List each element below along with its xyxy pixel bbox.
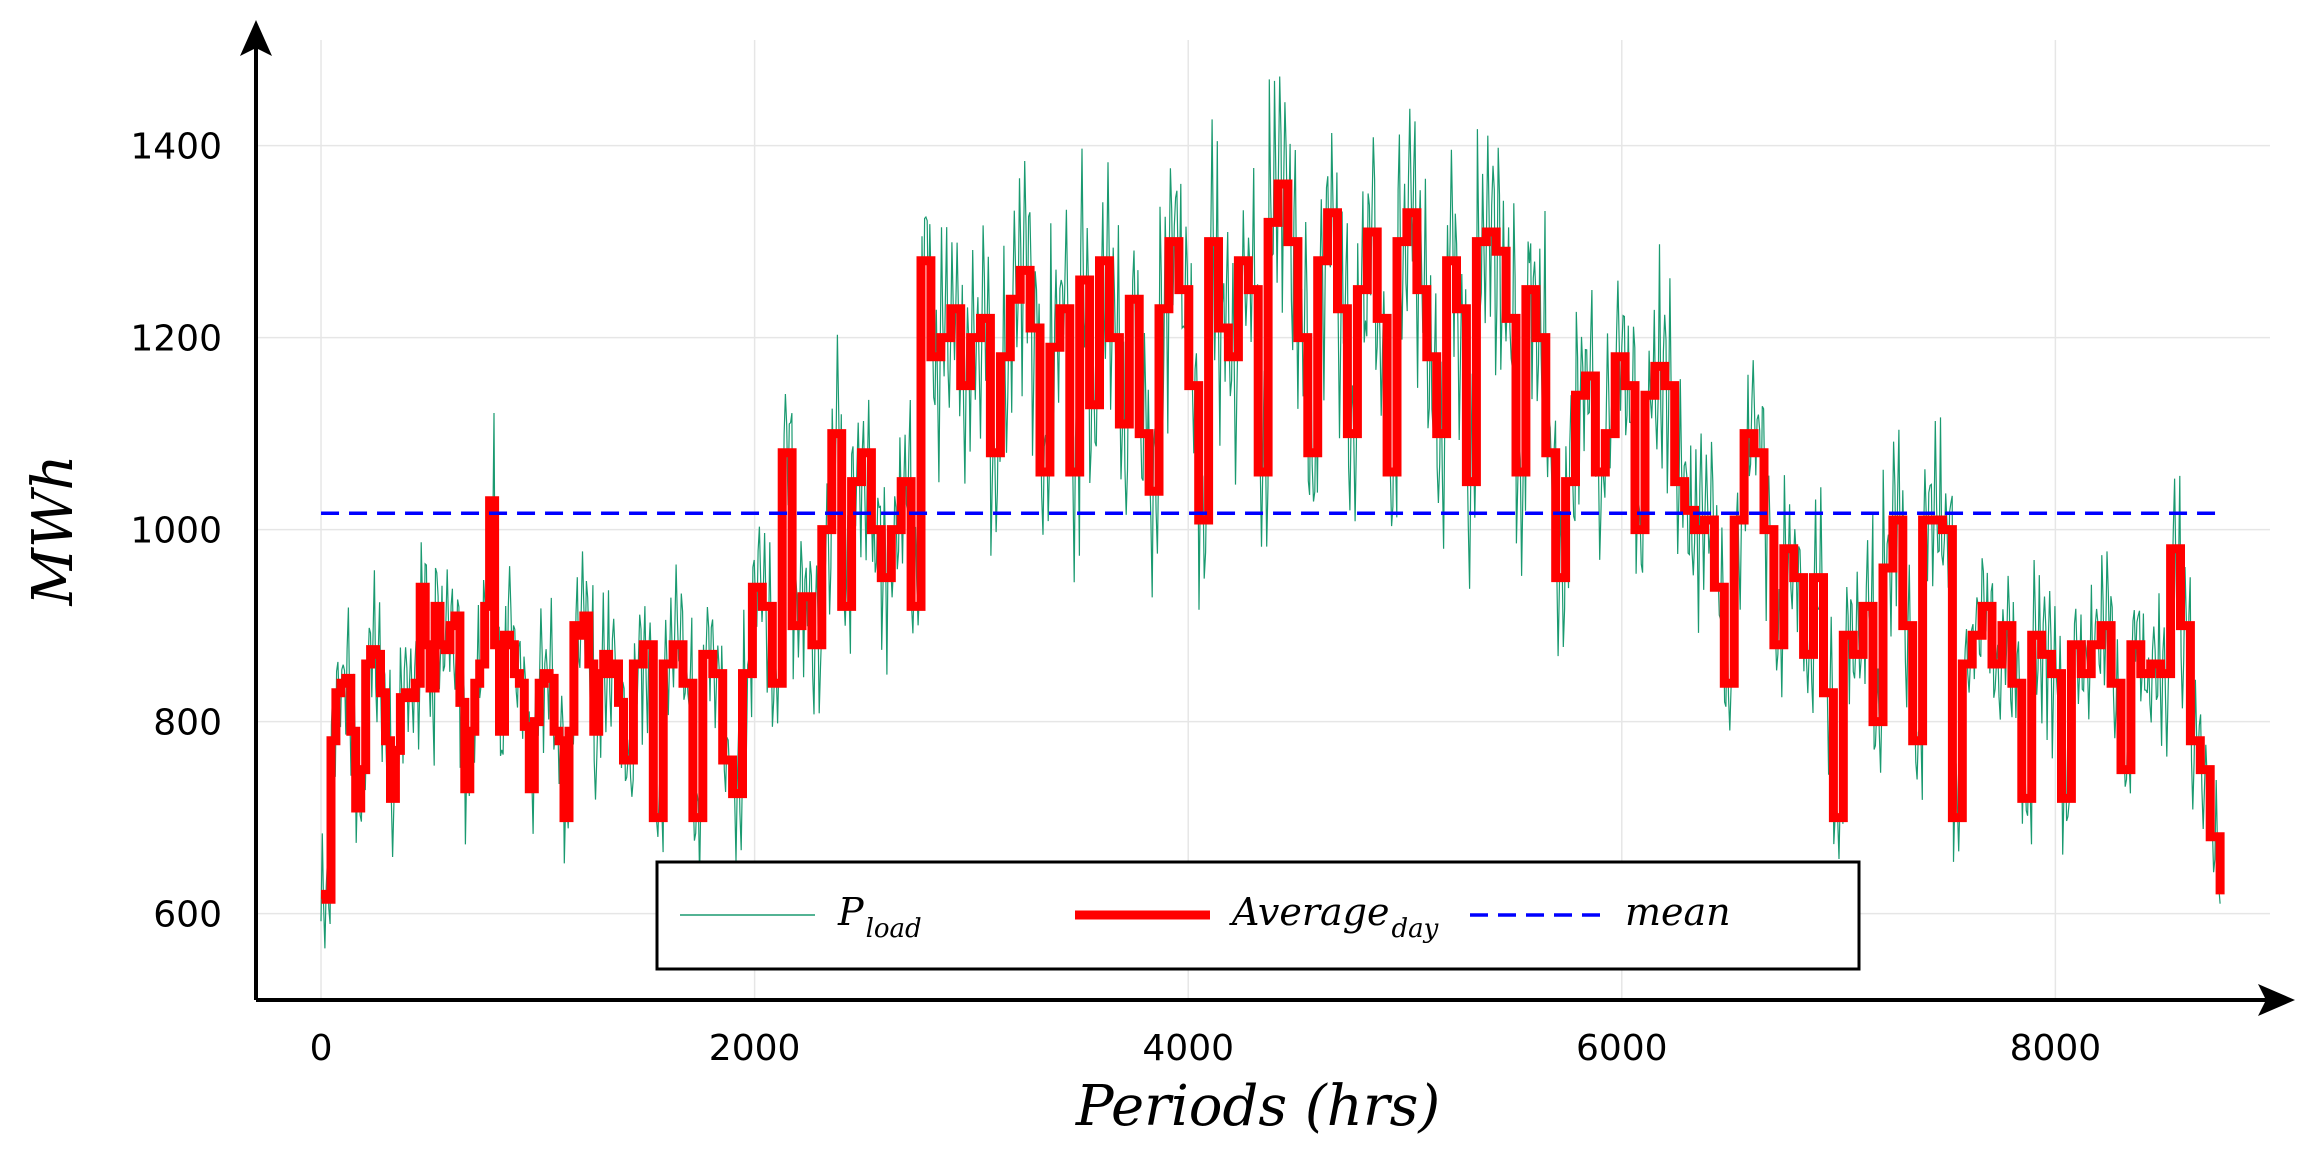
legend-p-load-sub: load (866, 914, 922, 944)
legend: Pload Averageday mean (655, 860, 1861, 971)
y-axis-title: MWh (21, 455, 86, 607)
average-day-series-line (321, 179, 2225, 904)
y-tick-label: 1400 (130, 127, 222, 168)
legend-mean-label: mean (1625, 890, 1731, 934)
x-tick-label: 8000 (2010, 1028, 2102, 1069)
y-tick-label: 1200 (130, 319, 222, 360)
x-tick-label: 6000 (1576, 1028, 1668, 1069)
y-tick-label: 800 (153, 703, 222, 744)
x-tick-labels: 0 2000 4000 6000 8000 (310, 1028, 2102, 1069)
plot-area (320, 76, 2225, 949)
x-tick-label: 2000 (709, 1028, 801, 1069)
y-tick-label: 1000 (130, 511, 222, 552)
x-axis-arrowhead (2258, 984, 2295, 1016)
legend-average-day-sub: day (1392, 914, 1439, 944)
legend-average-day-label: Averageday (1229, 890, 1439, 944)
legend-average-day-main: Average (1229, 890, 1390, 934)
y-tick-labels: 600 800 1000 1200 1400 (130, 127, 222, 936)
grid-lines (256, 40, 2270, 1000)
legend-p-load-main: P (837, 890, 865, 934)
axes (240, 20, 2295, 1016)
x-axis-title: Periods (hrs) (1075, 1074, 1440, 1139)
x-tick-label: 4000 (1142, 1028, 1234, 1069)
y-tick-label: 600 (153, 895, 222, 936)
legend-box (655, 860, 1861, 971)
x-tick-label: 0 (310, 1028, 333, 1069)
y-axis-arrowhead (240, 20, 272, 56)
legend-p-load-label: Pload (837, 890, 922, 944)
